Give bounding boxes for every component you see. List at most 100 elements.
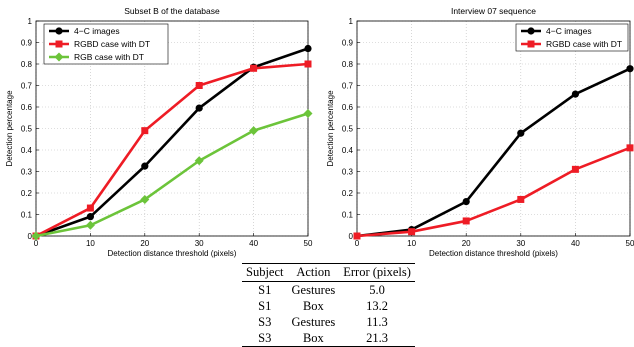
- y-tick-label: 0: [349, 232, 354, 241]
- x-tick-label: 20: [462, 239, 471, 248]
- cell-action: Gestures: [291, 282, 336, 297]
- data-point-series-1: [86, 204, 94, 212]
- series-line-0: [356, 67, 631, 238]
- cell-error: 11.3: [366, 314, 388, 329]
- cell-action: Gestures: [291, 314, 336, 329]
- data-point-series-2: [31, 231, 41, 241]
- legend-label: 4−C images: [546, 26, 592, 36]
- cell-subject: S1: [258, 282, 272, 297]
- y-tick-label: 0.1: [21, 211, 33, 220]
- cell-subject: S3: [258, 314, 272, 329]
- cell-error: 13.2: [366, 298, 389, 313]
- legend-label: 4−C images: [74, 26, 120, 36]
- table-row: S3 Gestures 11.3: [242, 314, 415, 330]
- series-line-1: [356, 146, 631, 238]
- y-tick-label: 0.5: [342, 125, 354, 134]
- y-tick-label: 0.5: [21, 125, 33, 134]
- x-tick-label: 30: [195, 239, 204, 248]
- legend-swatch-marker: [55, 40, 63, 48]
- legend-label: RGB case with DT: [74, 52, 144, 62]
- chart-title: Interview 07 sequence: [451, 6, 536, 16]
- cell-action: Box: [287, 330, 340, 347]
- legend-label: RGBD case with DT: [546, 39, 622, 49]
- cell-subject: S1: [258, 298, 272, 313]
- data-point-series-1: [408, 228, 416, 236]
- data-point-series-0: [304, 44, 312, 53]
- y-tick-label: 0.1: [342, 211, 354, 220]
- data-point-series-0: [626, 65, 634, 73]
- chart-subset-b: 0 10 20 30 40 50 0 0.1 0.2 0.3 0.4 0.5 0.6 0.7 0.8 0.9 1…: [5, 6, 313, 258]
- x-tick-label: 50: [304, 239, 313, 248]
- error-table: Subject Action Error (pixels) S1 Gesture…: [242, 263, 415, 347]
- y-tick-label: 0.6: [21, 103, 33, 112]
- x-axis-label: Detection distance threshold (pixels): [108, 249, 237, 258]
- legend-label: RGBD case with DT: [74, 39, 150, 49]
- x-axis-label: Detection distance threshold (pixels): [429, 249, 558, 258]
- table-header-row: Subject Action Error (pixels): [242, 263, 415, 282]
- cell-action: Box: [302, 298, 324, 313]
- data-point-series-0: [462, 198, 470, 206]
- y-tick-label: 0.4: [342, 146, 354, 155]
- data-point-series-0: [571, 90, 580, 98]
- data-point-series-1: [304, 60, 312, 68]
- chart-title: Subset B of the database: [124, 6, 220, 16]
- x-tick-label: 10: [86, 239, 95, 248]
- y-tick-label: 0.3: [21, 168, 33, 177]
- table-row: S1 Box 13.2: [242, 298, 415, 314]
- data-point-series-0: [141, 162, 149, 170]
- data-point-series-2: [140, 194, 150, 204]
- x-tick-label: 50: [626, 239, 634, 248]
- cell-error: 5.0: [369, 282, 385, 297]
- x-tick-label: 0: [34, 239, 39, 248]
- legend-box: [515, 23, 629, 52]
- data-point-series-1: [571, 165, 579, 173]
- series-line-1: [35, 62, 309, 238]
- y-tick-label: 0.2: [342, 189, 354, 198]
- y-axis-label: Detection percentage: [5, 90, 14, 167]
- y-tick-label: 0.7: [342, 82, 354, 91]
- y-tick-label: 0.8: [342, 60, 354, 69]
- x-tick-label: 40: [249, 239, 258, 248]
- y-tick-label: 0.7: [21, 82, 33, 91]
- y-tick-label: 0.2: [21, 189, 33, 198]
- chart-interview-07: 0 10 20 30 40 50 0 0.1 0.2 0.3 0.4 0.5 0.6 0.7 0.8 0.9 1…: [326, 6, 634, 258]
- data-point-series-1: [626, 144, 634, 152]
- data-point-series-1: [517, 195, 525, 203]
- y-axis-label: Detection percentage: [326, 90, 335, 167]
- x-tick-label: 30: [516, 239, 525, 248]
- data-point-series-0: [86, 213, 94, 221]
- y-tick-label: 0.8: [21, 60, 33, 69]
- cell-error: 21.3: [339, 330, 415, 347]
- table-row: S1 Gestures 5.0: [242, 282, 415, 299]
- data-point-series-2: [303, 108, 313, 118]
- series-line-0: [35, 47, 309, 238]
- x-tick-label: 0: [355, 239, 360, 248]
- data-point-series-0: [195, 104, 203, 112]
- charts-area: 0 10 20 30 40 5000.10.20.30.40.50.60.70.80.91…: [5, 6, 634, 258]
- legend-swatch-marker: [55, 27, 63, 35]
- header-error: Error (pixels): [339, 263, 415, 282]
- table-row: S3 Box 21.3: [242, 330, 415, 347]
- x-tick-label: 10: [407, 239, 416, 248]
- x-tick-label: 40: [571, 239, 580, 248]
- x-tick-label: 20: [140, 239, 149, 248]
- header-subject: Subject: [242, 263, 288, 282]
- y-tick-label: 0.9: [342, 39, 354, 48]
- y-tick-label: 1: [28, 17, 33, 26]
- cell-subject: S3: [242, 330, 288, 347]
- data-point-series-2: [194, 156, 204, 166]
- data-point-series-2: [249, 126, 259, 136]
- y-tick-label: 0.4: [21, 146, 33, 155]
- data-point-series-0: [517, 129, 525, 137]
- header-action: Action: [287, 263, 340, 282]
- data-point-series-1: [195, 82, 203, 89]
- data-point-series-2: [85, 220, 95, 230]
- legend-swatch-marker: [527, 40, 535, 48]
- data-point-series-1: [353, 232, 361, 240]
- y-tick-label: 0.9: [21, 39, 33, 48]
- data-point-series-1: [250, 64, 258, 72]
- data-point-series-1: [141, 127, 149, 135]
- y-tick-label: 0: [28, 232, 33, 241]
- legend-swatch-marker: [54, 52, 64, 62]
- plot-frame: [356, 20, 631, 237]
